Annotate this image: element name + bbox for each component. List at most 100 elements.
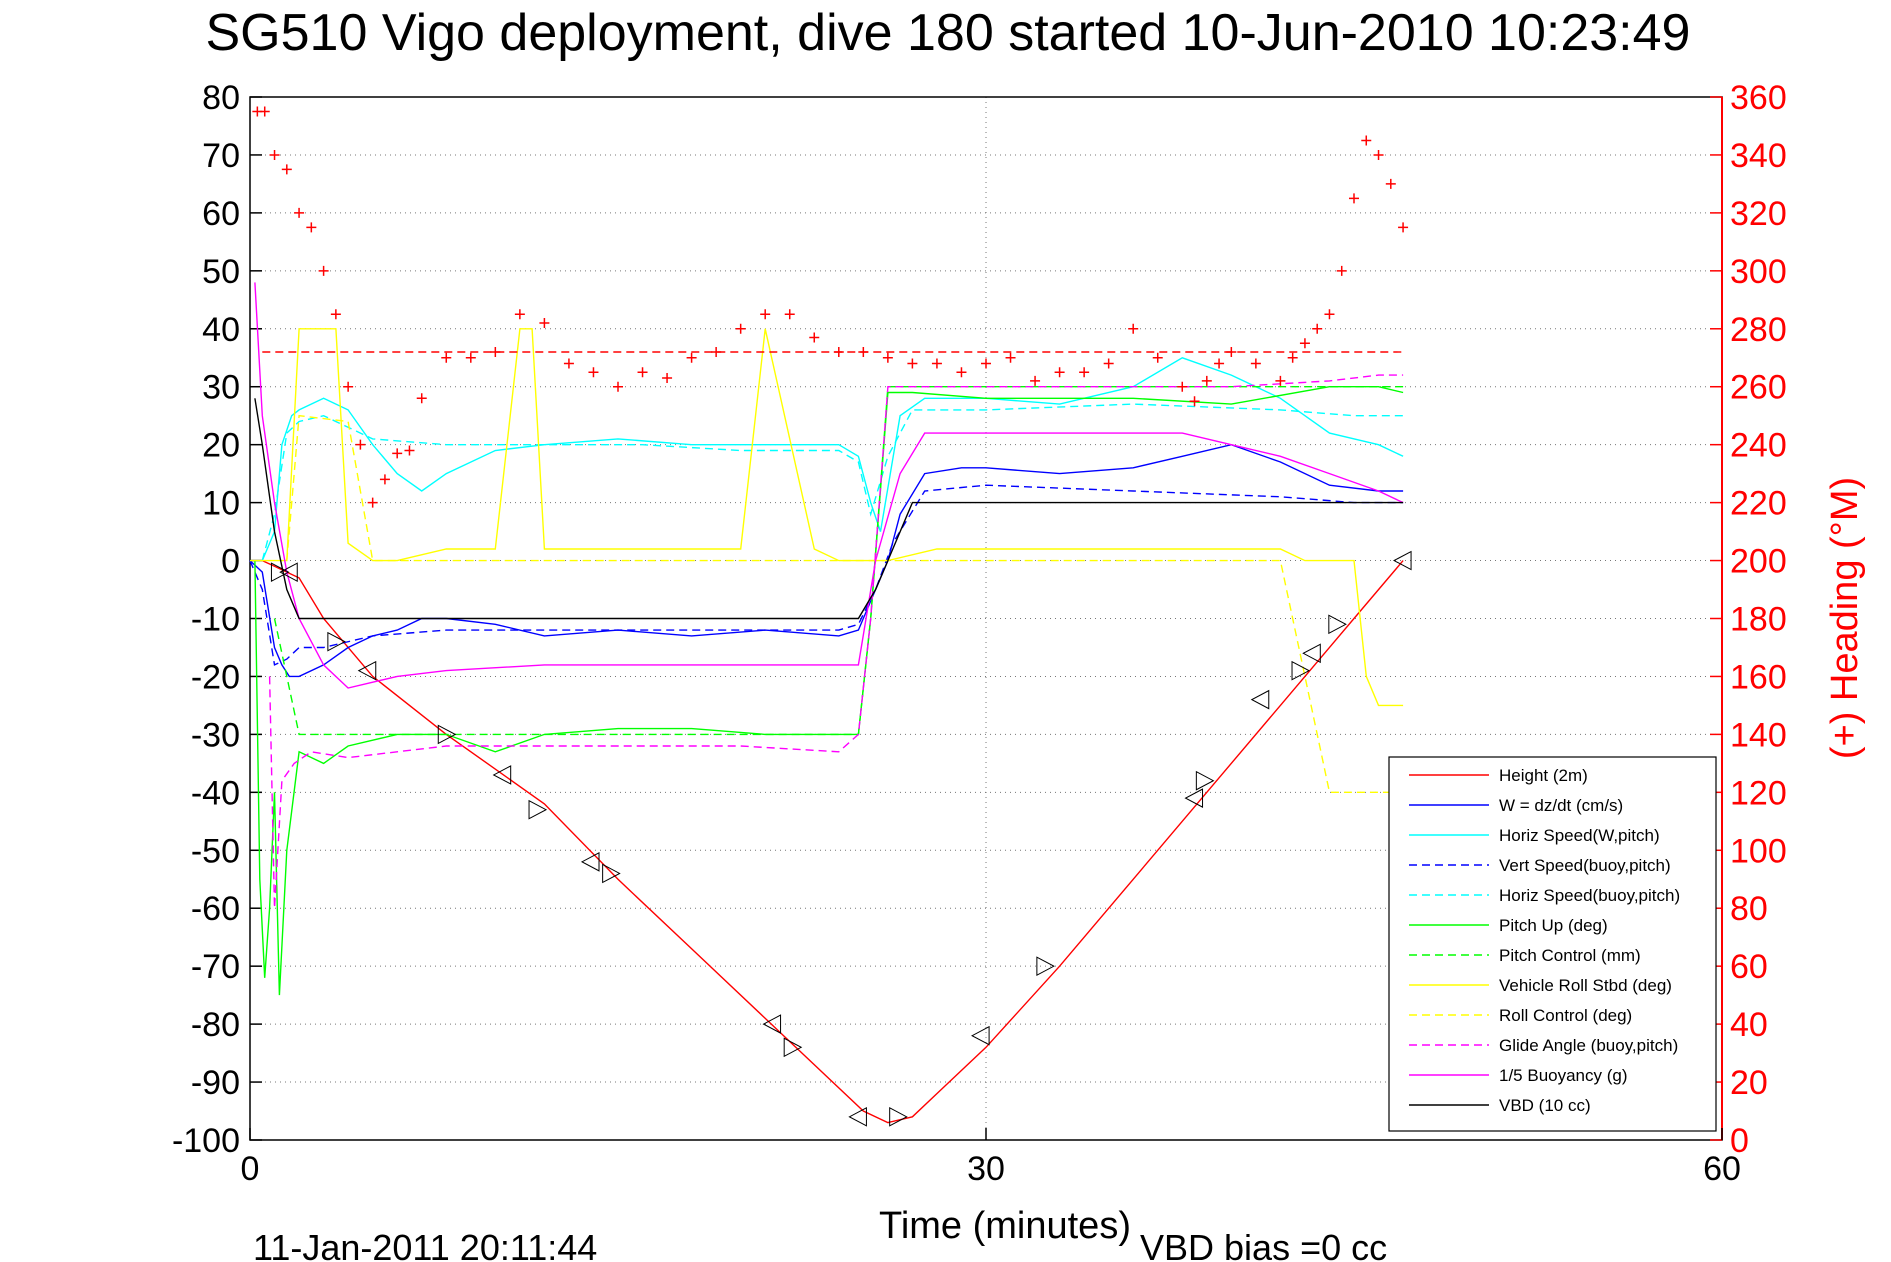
- heading-point: [379, 474, 390, 485]
- y-right-tick-label: 320: [1730, 195, 1787, 233]
- legend-label: Vert Speed(buoy,pitch): [1499, 856, 1671, 875]
- heading-point: [539, 317, 550, 328]
- series-1-5-buoyancy-g: [254, 282, 1404, 689]
- series-pitch-control-mm: [273, 386, 1404, 736]
- y-tick-label: -50: [191, 832, 240, 870]
- x-axis-label: Time (minutes): [879, 1205, 1131, 1247]
- heading-point: [1299, 338, 1310, 349]
- heading-point: [1312, 323, 1323, 334]
- heading-point: [1079, 367, 1090, 378]
- y-tick-label: -60: [191, 890, 240, 928]
- dive-marker-point: [1291, 660, 1311, 681]
- dive-marker-point: [1393, 550, 1412, 571]
- series-pitch-up-deg: [254, 386, 1404, 996]
- dive-marker-point: [327, 631, 346, 652]
- heading-point: [1189, 396, 1200, 407]
- legend-box: [1388, 756, 1717, 1132]
- heading-point: [306, 222, 317, 233]
- series-layer: [249, 106, 1412, 1127]
- heading-point: [613, 381, 623, 392]
- heading-point: [956, 367, 967, 378]
- heading-point: [1336, 265, 1347, 276]
- footer-vbd-bias: VBD bias =0 cc: [1140, 1227, 1387, 1262]
- y-tick-label: 0: [221, 543, 240, 581]
- y-right-tick-label: 180: [1730, 601, 1787, 639]
- heading-point: [882, 352, 893, 363]
- heading-point: [259, 106, 270, 117]
- dive-markers: [270, 550, 1412, 1127]
- heading-point: [1373, 149, 1384, 160]
- dive-marker-point: [528, 799, 548, 820]
- legend-label: Pitch Control (mm): [1499, 946, 1641, 965]
- series-vert-speed-buoy-pitch: [249, 484, 1404, 666]
- y-tick-label: -40: [191, 774, 240, 812]
- left-axis-ticks: 80 70 60 50 40 30 20 10 0 -10 -20 -30 -40 -50 -60 -70 -8…: [172, 79, 262, 1160]
- y-tick-label: 50: [202, 253, 240, 291]
- heading-point: [281, 164, 292, 175]
- heading-point: [318, 265, 329, 276]
- heading-point: [1287, 352, 1298, 363]
- heading-point: [1128, 323, 1139, 334]
- legend-label: Vehicle Roll Stbd (deg): [1499, 976, 1672, 995]
- heading-point: [514, 309, 525, 320]
- heading-markers: [252, 106, 1409, 508]
- heading-point: [686, 352, 697, 363]
- heading-point: [1030, 375, 1041, 386]
- dive-marker-point: [889, 1106, 908, 1127]
- y-tick-label: -80: [191, 1006, 240, 1044]
- legend-label: VBD (10 cc): [1499, 1096, 1591, 1115]
- legend-label: Pitch Up (deg): [1499, 916, 1608, 935]
- heading-point: [1152, 352, 1163, 363]
- series-height-2m: [262, 559, 1404, 1124]
- y-tick-label: 80: [202, 79, 240, 117]
- heading-point: [416, 393, 427, 404]
- heading-point: [760, 309, 771, 320]
- y-right-tick-label: 80: [1730, 890, 1768, 928]
- heading-point: [355, 439, 366, 450]
- y-tick-label: 10: [202, 485, 240, 523]
- y-tick-label: 30: [202, 369, 240, 407]
- heading-point: [1324, 309, 1335, 320]
- legend-label: 1/5 Buoyancy (g): [1499, 1066, 1628, 1085]
- heading-point: [588, 367, 599, 378]
- y-right-tick-label: 40: [1730, 1006, 1768, 1044]
- series-vbd-10-cc: [254, 398, 1404, 620]
- series-roll-control-deg: [286, 414, 1404, 793]
- y-right-tick-label: 20: [1730, 1064, 1768, 1102]
- y-right-tick-label: 280: [1730, 311, 1787, 349]
- y-right-tick-label: 260: [1730, 369, 1787, 407]
- dive-marker-point: [1250, 689, 1270, 710]
- heading-point: [367, 497, 378, 508]
- x-tick-label: 60: [1703, 1150, 1741, 1188]
- dive-marker-point: [437, 724, 457, 745]
- legend-label: W = dz/dt (cm/s): [1499, 796, 1623, 815]
- y-right-tick-label: 120: [1730, 774, 1787, 812]
- legend-label: Height (2m): [1499, 766, 1588, 785]
- heading-point: [1398, 222, 1409, 233]
- heading-point: [931, 358, 942, 369]
- heading-point: [735, 323, 746, 334]
- heading-point: [662, 373, 673, 384]
- heading-point: [1103, 358, 1114, 369]
- y-right-tick-label: 360: [1730, 79, 1787, 117]
- heading-point: [1054, 367, 1065, 378]
- heading-point: [465, 352, 476, 363]
- heading-point: [784, 309, 795, 320]
- y-right-tick-label: 160: [1730, 658, 1787, 696]
- heading-point: [1385, 178, 1396, 189]
- heading-point: [1005, 352, 1016, 363]
- heading-point: [392, 448, 403, 459]
- y-right-tick-label: 100: [1730, 832, 1787, 870]
- heading-point: [1361, 135, 1372, 146]
- dive-marker-point: [1184, 788, 1204, 808]
- y-tick-label: 60: [202, 195, 240, 233]
- legend-label: Glide Angle (buoy,pitch): [1499, 1036, 1678, 1055]
- y-right-tick-label: 60: [1730, 948, 1768, 986]
- y-tick-label: 20: [202, 427, 240, 465]
- dive-marker-point: [270, 562, 290, 582]
- legend-label: Horiz Speed(W,pitch): [1499, 826, 1660, 845]
- series-horiz-speed-buoy-pitch: [261, 403, 1404, 561]
- heading-point: [1177, 381, 1188, 392]
- series-horiz-speed-w-pitch: [261, 357, 1404, 561]
- series-vehicle-roll-stbd-deg: [250, 328, 1404, 707]
